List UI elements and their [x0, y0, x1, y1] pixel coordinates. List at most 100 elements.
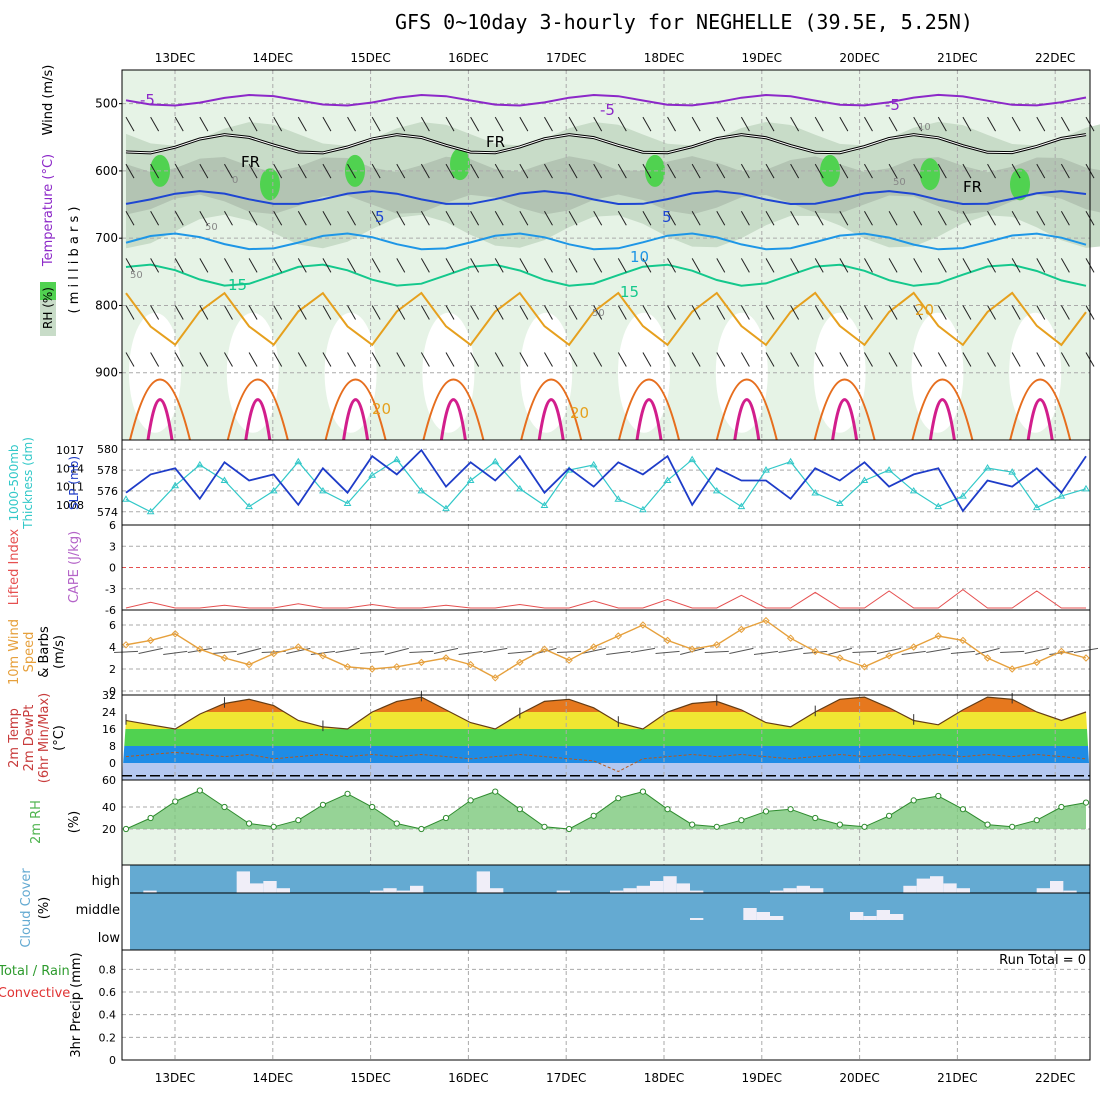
- wind-barb: [371, 258, 381, 273]
- wind-barb: [297, 211, 307, 226]
- wind-barb: [248, 258, 258, 273]
- wind-barb: [174, 258, 184, 273]
- rh-marker: [344, 790, 351, 797]
- wind-barb: [224, 211, 233, 226]
- wind-barb: [519, 211, 529, 226]
- wind-barb: [667, 211, 676, 226]
- wind-barb: [470, 211, 480, 226]
- wind-barb: [814, 163, 824, 179]
- wind-barb: [839, 305, 849, 320]
- wind-speed-marker: [909, 643, 918, 651]
- wind-barb: [803, 650, 828, 654]
- y-tick-label: 0: [109, 685, 116, 698]
- wind-barb: [322, 116, 332, 132]
- wind-barb: [273, 163, 283, 179]
- rh-base: [122, 829, 1090, 865]
- contour-label: -5: [885, 96, 900, 114]
- wind-speed-marker: [786, 634, 795, 642]
- rh-marker: [639, 788, 647, 795]
- wind-barb: [224, 305, 233, 320]
- wind-barb: [494, 258, 504, 273]
- y-tick-label: 0.6: [99, 986, 117, 999]
- cloud-high-bar: [676, 883, 690, 893]
- stability-panel: 6 3 0 -3 -6 Lifted Index CAPE (J/kg): [7, 519, 1091, 617]
- wind-barb: [962, 352, 972, 367]
- wind-barb: [273, 116, 283, 132]
- contour-label: 0: [232, 175, 238, 186]
- rh-marker: [935, 792, 942, 800]
- rh-marker: [590, 812, 597, 819]
- isotherm: [733, 398, 761, 441]
- wind-barb: [642, 305, 652, 320]
- wind-barb: [753, 650, 779, 655]
- thickness-marker: [442, 504, 450, 512]
- date-label-bottom: 13DEC: [155, 1071, 195, 1085]
- wind-barb: [212, 650, 237, 654]
- rh-marker: [885, 812, 893, 819]
- wind-speed-marker: [589, 643, 598, 651]
- wind-speed-marker: [934, 632, 943, 640]
- wind-barb: [568, 211, 578, 226]
- wind-barb: [384, 647, 409, 655]
- contour-label: 15: [620, 283, 639, 301]
- wind-barb: [371, 352, 381, 367]
- wind-barb: [163, 650, 188, 655]
- wind-barb: [740, 163, 750, 179]
- wind-barb: [1036, 258, 1046, 273]
- wind-barb: [839, 258, 849, 273]
- y-tick-label: 3: [109, 540, 116, 553]
- wind-barb: [273, 352, 283, 367]
- wind-barb: [199, 116, 209, 132]
- cloud-high-bar: [396, 890, 410, 893]
- cloud-mid-bar: [876, 910, 890, 920]
- wind-speed-marker: [294, 643, 303, 651]
- wind-barb: [691, 163, 701, 179]
- wind-barb: [224, 258, 233, 273]
- y-tick-label: 6: [109, 619, 116, 632]
- axis-label: Total / Rain: [0, 964, 70, 979]
- thickness-marker: [417, 486, 426, 494]
- isotherm: [635, 398, 663, 441]
- contour-label: 10: [918, 122, 931, 133]
- cloud-high-bar: [1050, 881, 1064, 893]
- axis-label: Lifted Index: [7, 528, 22, 605]
- thickness-marker: [1032, 503, 1041, 511]
- rh-marker: [418, 825, 425, 833]
- dewpoint-line: [125, 751, 1087, 773]
- y-tick-label: 578: [97, 464, 118, 477]
- cloud-high-bar: [383, 888, 397, 893]
- wind-barb: [297, 258, 307, 273]
- wind-barb: [888, 305, 898, 320]
- wind-speed-marker: [639, 621, 647, 629]
- wind-barb: [716, 116, 726, 132]
- cloud-high-bar: [236, 871, 250, 893]
- cloud-high-bar: [943, 883, 957, 893]
- wind-barb: [864, 116, 873, 132]
- cloud-high-bar: [623, 888, 637, 893]
- isotherm: [831, 398, 859, 441]
- wind-barb: [1060, 258, 1070, 273]
- cloud-mid-bar: [756, 912, 770, 920]
- wind-barb: [297, 116, 307, 132]
- wind-barb: [396, 116, 406, 132]
- isotherm: [520, 378, 583, 441]
- wind-barb: [581, 647, 606, 654]
- wind-barb: [937, 163, 947, 179]
- wind-barb: [667, 352, 676, 367]
- wind-barb: [273, 211, 283, 226]
- wind-barb: [458, 650, 483, 655]
- wind-speed-marker: [959, 636, 967, 645]
- wind-barb: [864, 258, 873, 273]
- cloud-level-label: low: [98, 931, 121, 946]
- thickness-marker: [343, 499, 352, 506]
- slp-line: [125, 448, 1087, 513]
- rh-marker: [319, 801, 327, 808]
- rh-marker: [1009, 823, 1016, 830]
- wind-barb: [642, 258, 652, 273]
- cloud-high-bar: [916, 878, 930, 893]
- wind-barb: [839, 352, 849, 367]
- wind-barb: [445, 258, 455, 273]
- temp-band: [122, 763, 1090, 780]
- wind-barb: [113, 650, 139, 653]
